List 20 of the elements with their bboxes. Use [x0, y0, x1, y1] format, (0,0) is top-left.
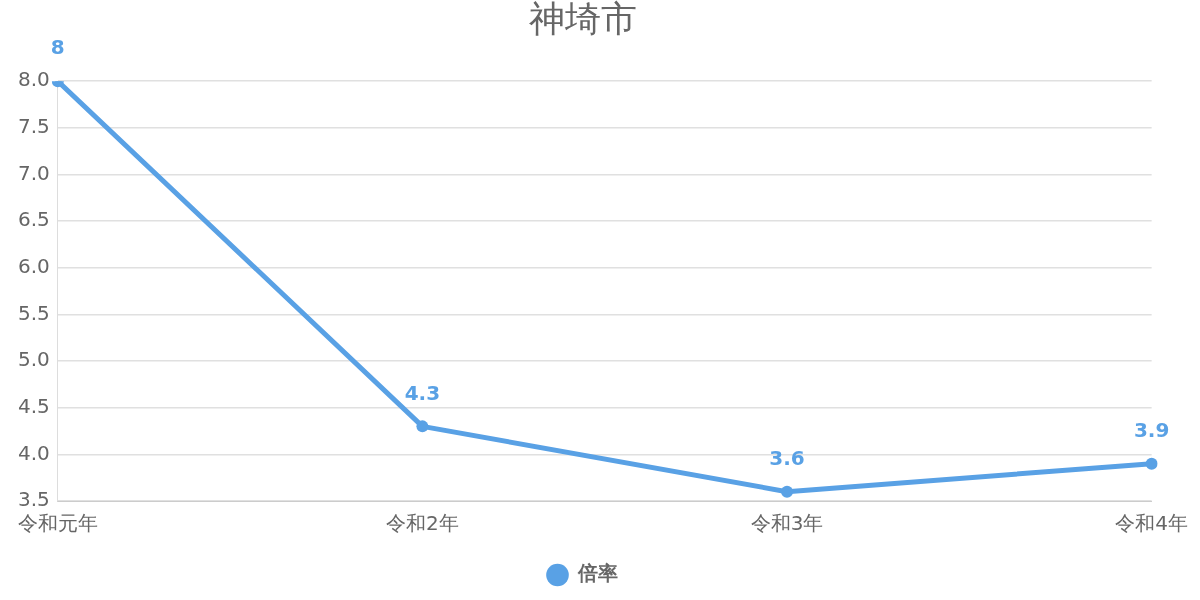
x-tick-label: 令和3年: [750, 511, 824, 536]
y-tick-label: 5.5: [17, 300, 50, 325]
data-label: 4.3: [404, 380, 441, 405]
data-label: 8: [50, 35, 65, 60]
y-tick-label: 6.0: [17, 253, 50, 278]
y-tick-label: 4.0: [17, 440, 50, 465]
x-tick-label: 令和元年: [17, 511, 98, 536]
x-tick-label: 令和4年: [1115, 511, 1188, 536]
data-label: 3.6: [769, 445, 805, 470]
y-tick-label: 7.5: [17, 114, 50, 139]
x-tick-label: 令和2年: [386, 511, 459, 536]
y-tick-label: 3.5: [17, 487, 50, 512]
chart-title: 神埼市: [528, 0, 637, 39]
y-tick-label: 6.5: [17, 207, 50, 232]
data-label: 3.9: [1133, 417, 1170, 442]
y-tick-label: 7.0: [17, 160, 50, 185]
y-tick-label: 5.0: [17, 347, 50, 372]
y-tick-label: 4.5: [17, 393, 50, 418]
y-tick-label: 8.0: [17, 67, 50, 92]
legend-label: 倍率: [576, 561, 618, 586]
